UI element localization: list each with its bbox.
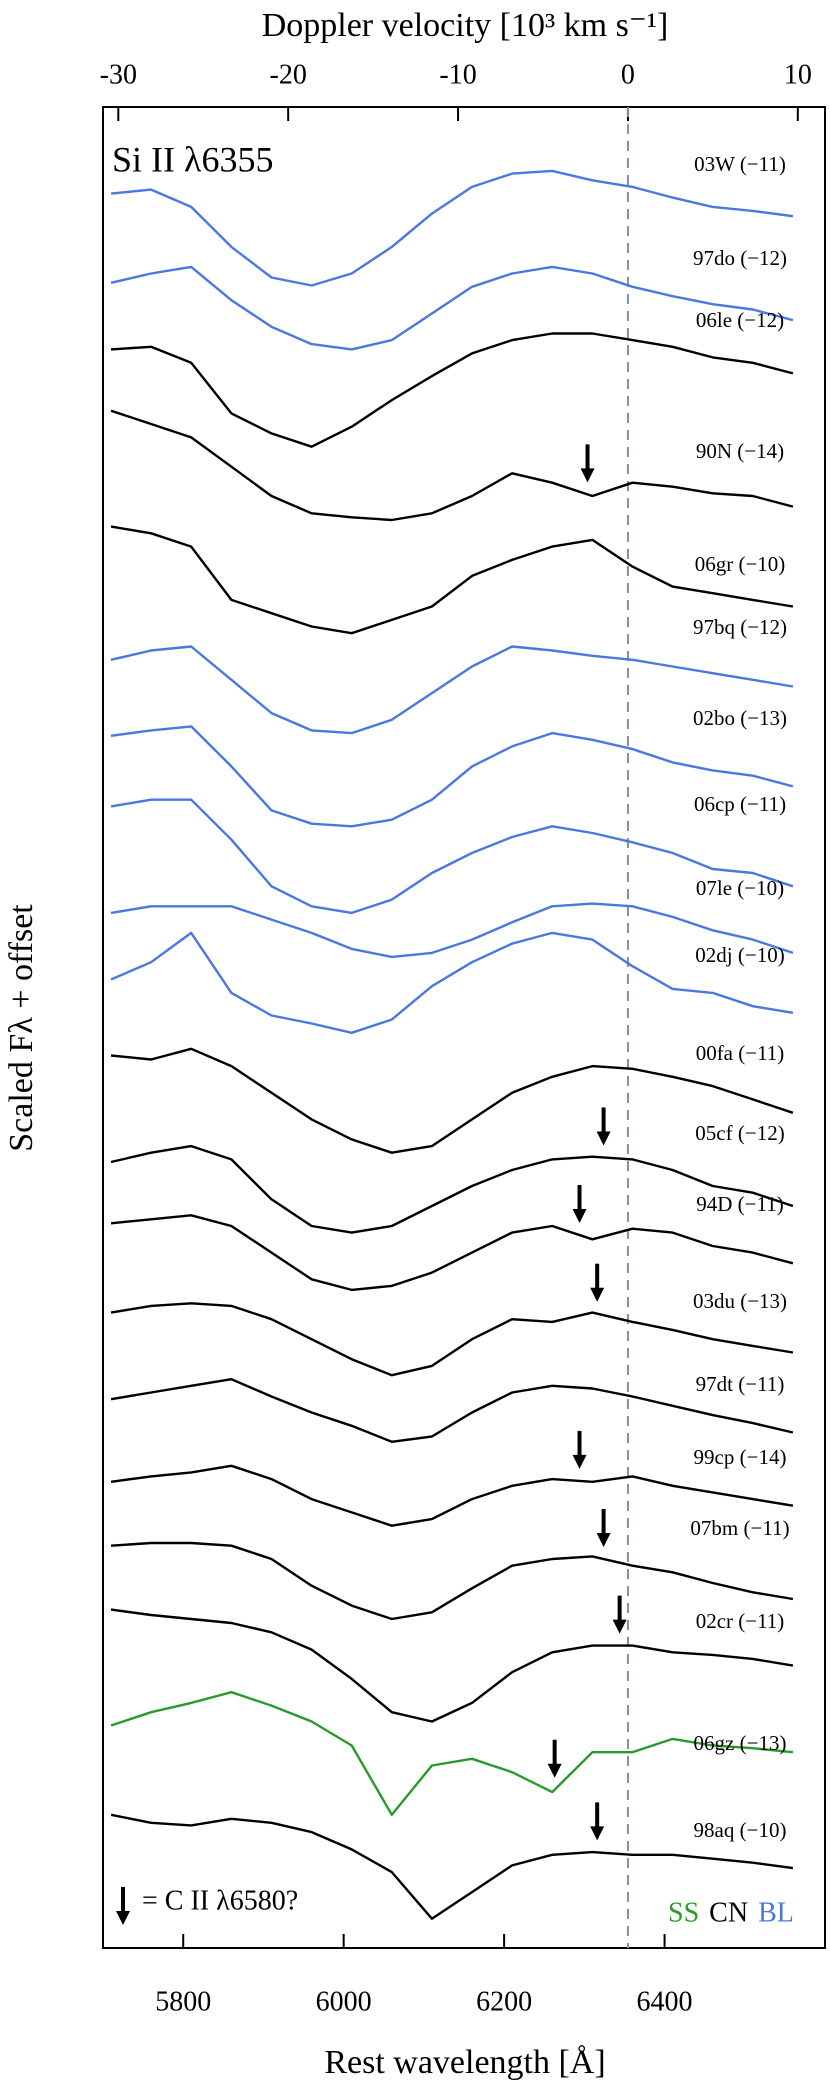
spectrum-line bbox=[110, 525, 794, 635]
annotation: Si II λ6355 bbox=[112, 139, 273, 179]
spectrum-line bbox=[110, 931, 794, 1035]
spectrum-label: 90N (−14) bbox=[696, 439, 784, 463]
x2-tick-label: -10 bbox=[439, 59, 476, 90]
spectrum-label: 07le (−10) bbox=[696, 876, 784, 900]
x2-tick-label: -30 bbox=[100, 59, 137, 90]
spectrum-label: 05cf (−12) bbox=[695, 1121, 784, 1145]
spectrum-label: 03W (−11) bbox=[694, 152, 786, 176]
spectrum-label: 06gr (−10) bbox=[695, 552, 786, 576]
spectrum-line bbox=[110, 1608, 794, 1723]
x2-axis-title: Doppler velocity [10³ km s⁻¹] bbox=[262, 7, 669, 44]
x-tick-label: 6000 bbox=[316, 1986, 372, 2017]
x-tick-label: 5800 bbox=[155, 1986, 211, 2017]
spectrum-label: 06le (−12) bbox=[696, 308, 784, 332]
spectrum-line bbox=[110, 332, 794, 448]
c-ii-arrow bbox=[547, 1739, 562, 1778]
spectrum-label: 97dt (−11) bbox=[696, 1372, 785, 1396]
spectrum-line bbox=[110, 798, 794, 915]
spectrum-label: 02cr (−11) bbox=[696, 1609, 785, 1633]
spectrum-line bbox=[110, 1302, 794, 1377]
class-legend: SS bbox=[668, 1897, 699, 1928]
spectrum-label: 97bq (−12) bbox=[693, 615, 787, 639]
spectrum-label: 02bo (−13) bbox=[693, 706, 787, 730]
spectrum-label: 02dj (−10) bbox=[695, 943, 784, 967]
spectrum-label: 98aq (−10) bbox=[694, 1818, 787, 1842]
c-ii-arrow bbox=[590, 1263, 605, 1302]
c-ii-arrow bbox=[612, 1595, 627, 1634]
spectrum-label: 00fa (−11) bbox=[696, 1041, 785, 1065]
class-legend: BL bbox=[758, 1897, 794, 1928]
x2-tick-label: 0 bbox=[621, 59, 635, 90]
spectrum-line bbox=[110, 265, 794, 351]
legend-arrow bbox=[116, 1887, 130, 1925]
c-ii-arrow bbox=[572, 1185, 587, 1224]
spectrum-line bbox=[110, 409, 794, 522]
c-ii-arrow bbox=[590, 1802, 605, 1841]
spectrum-line bbox=[110, 1813, 794, 1920]
spectrum-label: 07bm (−11) bbox=[690, 1516, 789, 1540]
spectrum-line bbox=[110, 1214, 794, 1292]
plot-frame bbox=[102, 106, 826, 1949]
spectrum-line bbox=[110, 1541, 794, 1621]
c-ii-arrow bbox=[572, 1430, 587, 1469]
x-tick-label: 6400 bbox=[637, 1986, 693, 2017]
spectrum-line bbox=[110, 645, 794, 735]
spectrum-line bbox=[110, 1690, 794, 1817]
spectrum-line bbox=[110, 1377, 794, 1444]
spectrum-label: 99cp (−14) bbox=[694, 1445, 787, 1469]
spectrum-line bbox=[110, 1144, 794, 1234]
c-ii-arrow bbox=[596, 1508, 611, 1547]
legend-arrow-label: = C II λ6580? bbox=[142, 1885, 298, 1916]
c-ii-arrow bbox=[596, 1107, 611, 1146]
spectrum-line bbox=[110, 725, 794, 828]
spectrum-line bbox=[110, 1047, 794, 1154]
x-tick-label: 6200 bbox=[476, 1986, 532, 2017]
spectrum-label: 06gz (−13) bbox=[694, 1731, 787, 1755]
spectrum-line bbox=[110, 1464, 794, 1527]
class-legend: CN bbox=[709, 1897, 748, 1928]
x2-tick-label: 10 bbox=[784, 59, 812, 90]
x-axis-title: Rest wavelength [Å] bbox=[324, 2044, 605, 2081]
spectrum-label: 94D (−11) bbox=[696, 1192, 783, 1216]
spectrum-line bbox=[110, 902, 794, 959]
y-axis-title: Scaled Fλ + offset bbox=[3, 904, 40, 1152]
spectrum-label: 97do (−12) bbox=[693, 246, 787, 270]
x2-tick-label: -20 bbox=[270, 59, 307, 90]
spectrum-line bbox=[110, 169, 794, 287]
spectrum-label: 03du (−13) bbox=[693, 1289, 787, 1313]
spectrum-label: 06cp (−11) bbox=[694, 792, 786, 816]
c-ii-arrow bbox=[580, 444, 595, 483]
